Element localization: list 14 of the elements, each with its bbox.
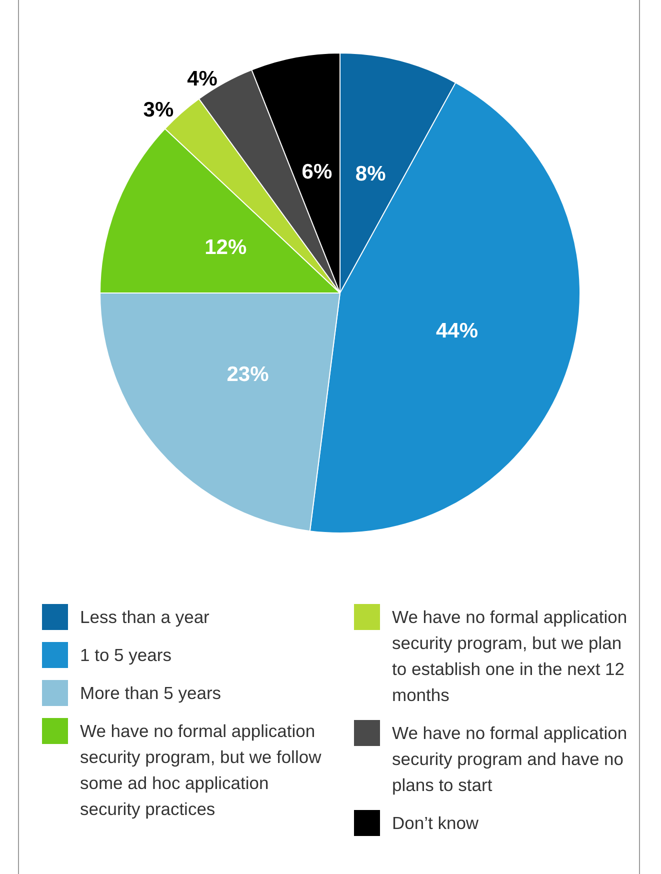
data-label: 23%: [226, 362, 270, 386]
legend-label: Less than a year: [80, 606, 210, 629]
data-label: 6%: [302, 160, 332, 184]
data-label: 4%: [187, 68, 218, 91]
data-label: 3%: [143, 98, 174, 122]
data-label: 8%: [355, 162, 386, 186]
legend-label: More than 5 years: [80, 682, 222, 705]
legend-label: We have no formal application security program and have no plans to start: [392, 722, 628, 797]
legend-label: 1 to 5 years: [80, 644, 172, 667]
data-label: 12%: [204, 236, 247, 260]
legend-label: We have no formal application security program, but we follow some ad hoc application security practices: [80, 720, 322, 821]
data-label: 44%: [436, 320, 478, 343]
legend-label: We have no formal application security program, but we plan to establish one in the next 12 months: [392, 606, 628, 707]
legend-label: Don’t know: [392, 812, 479, 835]
